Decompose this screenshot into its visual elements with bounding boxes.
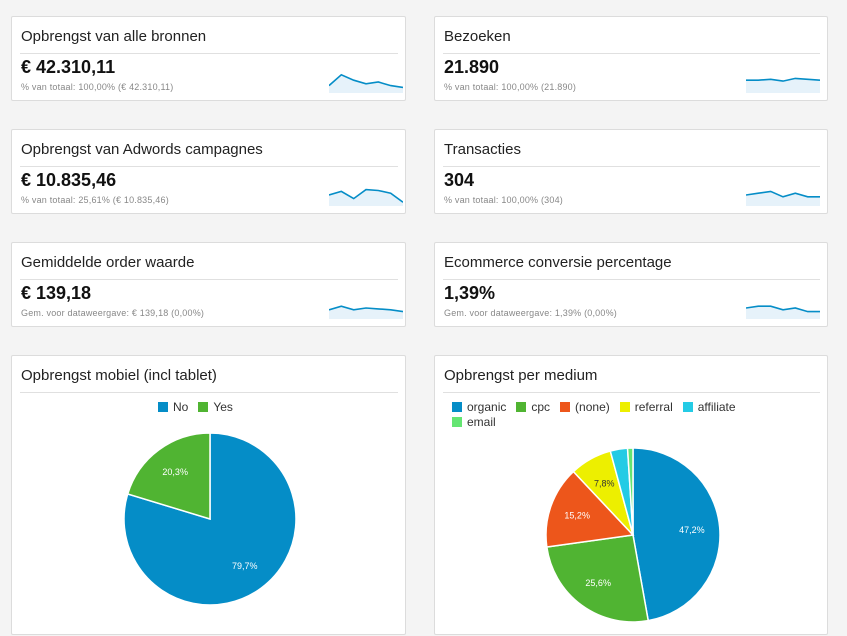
legend-item[interactable]: cpc	[516, 399, 550, 414]
metric-title: Transacties	[444, 141, 521, 158]
divider	[20, 53, 398, 54]
legend-item[interactable]: No	[158, 399, 188, 414]
divider	[20, 166, 398, 167]
chart-legend: No Yes	[158, 399, 358, 415]
metric-card-visits[interactable]: Bezoeken 21.890 % van totaal: 100,00% (2…	[434, 16, 828, 101]
metric-card-transactions[interactable]: Transacties 304 % van totaal: 100,00% (3…	[434, 129, 828, 214]
pie-data-label: 25,6%	[585, 578, 611, 588]
metric-card-revenue-adwords[interactable]: Opbrengst van Adwords campagnes € 10.835…	[11, 129, 406, 214]
pie-slice-email[interactable]	[626, 447, 634, 536]
metric-subtext: % van totaal: 100,00% (€ 42.310,11)	[21, 82, 174, 92]
divider	[443, 392, 820, 393]
sparkline	[329, 188, 403, 206]
legend-swatch	[158, 401, 168, 412]
chart-card-revenue-by-medium: Opbrengst per medium organic cpc (none) ref…	[434, 355, 828, 635]
legend-label: affiliate	[697, 399, 736, 414]
metric-title: Opbrengst van alle bronnen	[21, 28, 207, 45]
sparkline-area	[329, 189, 403, 206]
sparkline-area	[746, 78, 820, 93]
metric-card-avg-order-value[interactable]: Gemiddelde order waarde € 139,18 Gem. vo…	[11, 242, 406, 327]
metric-title: Gemiddelde order waarde	[21, 254, 195, 271]
sparkline	[746, 305, 820, 319]
pie-slice-organic[interactable]	[632, 447, 721, 622]
legend-swatch	[452, 401, 462, 412]
metric-card-conversion-rate[interactable]: Ecommerce conversie percentage 1,39% Gem…	[434, 242, 828, 327]
sparkline-line	[746, 305, 820, 313]
metric-value: € 139,18	[21, 283, 92, 303]
metric-subtext: % van totaal: 100,00% (304)	[444, 195, 563, 205]
legend-label: No	[173, 399, 189, 414]
metric-subtext: Gem. voor dataweergave: 1,39% (0,00%)	[444, 308, 617, 318]
sparkline	[329, 73, 403, 93]
metric-value: 304	[444, 170, 475, 190]
divider	[443, 279, 820, 280]
legend-swatch	[452, 417, 462, 427]
legend-swatch	[560, 401, 571, 412]
metric-value: 1,39%	[444, 283, 496, 303]
sparkline-line	[746, 77, 820, 82]
sparkline-line	[329, 305, 403, 313]
legend-label: cpc	[531, 399, 551, 414]
sparkline-area	[746, 306, 820, 319]
legend-item[interactable]: email	[452, 415, 496, 430]
pie-chart: 47,2% 25,6% 15,2% 7,8%	[545, 447, 721, 623]
pie-chart: 79,7% 20,3%	[123, 432, 297, 606]
legend-label: organic	[467, 399, 507, 414]
legend-item[interactable]: affiliate	[682, 399, 736, 414]
legend-label: referral	[634, 399, 673, 414]
legend-label: Yes	[213, 399, 233, 414]
sparkline	[329, 305, 403, 319]
pie-data-label: 47,2%	[679, 525, 705, 535]
sparkline-line	[746, 190, 820, 198]
divider	[443, 53, 820, 54]
metric-value: 21.890	[444, 57, 500, 77]
legend-label: email	[467, 415, 496, 429]
metric-value: € 42.310,11	[21, 57, 116, 77]
metric-title: Opbrengst van Adwords campagnes	[21, 141, 263, 158]
divider	[20, 279, 398, 280]
chart-title: Opbrengst mobiel (incl tablet)	[21, 367, 217, 384]
pie-data-label: 20,3%	[162, 467, 188, 477]
pie-slice-cpc[interactable]	[545, 534, 650, 623]
pie-slice-none[interactable]	[545, 470, 635, 548]
metric-value: € 10.835,46	[21, 170, 117, 190]
chart-legend: organic cpc (none) referral affiliate email	[452, 399, 792, 430]
metric-subtext: % van totaal: 100,00% (21.890)	[444, 82, 577, 92]
metric-title: Ecommerce conversie percentage	[444, 254, 672, 271]
metric-card-revenue-all[interactable]: Opbrengst van alle bronnen € 42.310,11 %…	[11, 16, 406, 101]
sparkline	[746, 190, 820, 206]
pie-data-label: 15,2%	[564, 510, 590, 520]
legend-label: (none)	[575, 399, 610, 414]
legend-item[interactable]: referral	[619, 399, 673, 414]
legend-swatch	[682, 401, 693, 412]
chart-title: Opbrengst per medium	[444, 367, 598, 384]
pie-data-label: 79,7%	[232, 561, 258, 571]
legend-item[interactable]: (none)	[560, 399, 610, 414]
sparkline-line	[329, 73, 403, 89]
divider	[20, 392, 398, 393]
legend-swatch	[516, 401, 527, 412]
sparkline	[746, 77, 820, 93]
pie-data-label: 7,8%	[594, 478, 615, 488]
sparkline-line	[329, 188, 403, 203]
legend-item[interactable]: Yes	[198, 399, 233, 414]
metric-subtext: Gem. voor dataweergave: € 139,18 (0,00%)	[21, 308, 205, 318]
legend-swatch	[198, 401, 209, 412]
legend-swatch	[619, 401, 630, 412]
pie-slice-yes[interactable]	[126, 432, 211, 521]
metric-title: Bezoeken	[444, 28, 511, 45]
divider	[443, 166, 820, 167]
metric-subtext: % van totaal: 25,61% (€ 10.835,46)	[21, 195, 169, 205]
chart-card-mobile-revenue: Opbrengst mobiel (incl tablet) No Yes 79,…	[11, 355, 406, 635]
legend-item[interactable]: organic	[452, 399, 506, 414]
